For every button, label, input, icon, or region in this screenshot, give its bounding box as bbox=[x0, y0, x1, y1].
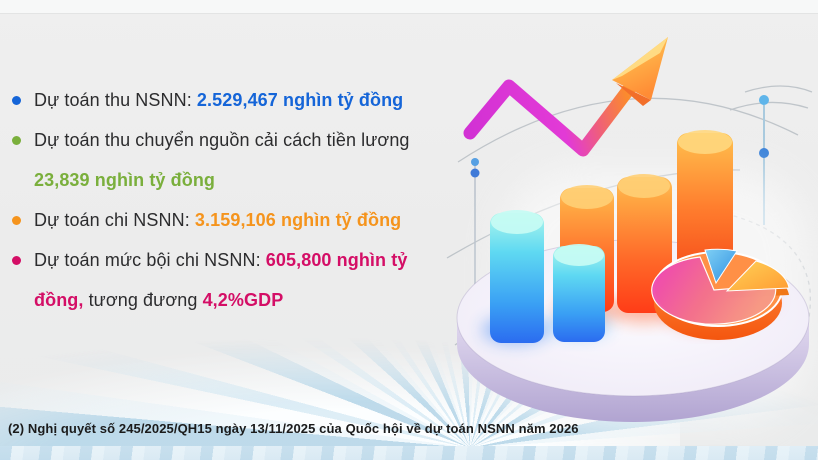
budget-figures-list: Dự toán thu NSNN: 2.529,467 nghìn tỷ đồn… bbox=[10, 80, 442, 320]
item-value: 2.529,467 nghìn tỷ đồng bbox=[196, 90, 404, 110]
trend-arrow-3d-icon bbox=[463, 37, 668, 157]
item-value: 605,800 nghìn tỷ đồng, bbox=[34, 250, 408, 310]
item-value: 3.159,106 nghìn tỷ đồng bbox=[194, 210, 402, 230]
bottom-stripe-decoration bbox=[0, 446, 818, 460]
item-value: 23,839 nghìn tỷ đồng bbox=[34, 170, 216, 190]
pie-chart-3d-icon bbox=[651, 248, 790, 340]
guide-dots-left bbox=[470, 158, 480, 288]
budget-3d-illustration bbox=[446, 37, 813, 425]
item-label: Dự toán mức bội chi NSNN: bbox=[34, 250, 266, 270]
item-label: Dự toán thu NSNN: bbox=[34, 90, 197, 110]
footnote: (2) Nghị quyết số 245/2025/QH15 ngày 13/… bbox=[8, 421, 579, 436]
item-label: Dự toán chi NSNN: bbox=[34, 210, 195, 230]
item-label: tương đương bbox=[83, 290, 203, 310]
top-strip bbox=[0, 0, 818, 14]
item-label: Dự toán thu chuyển nguồn cải cách tiền l… bbox=[34, 130, 410, 150]
list-item-deficit: Dự toán mức bội chi NSNN: 605,800 nghìn … bbox=[10, 240, 442, 320]
item-value-gdp: 4,2%GDP bbox=[202, 290, 284, 310]
bar-chart-3d-icon bbox=[490, 130, 733, 343]
list-item-salary-reform: Dự toán thu chuyển nguồn cải cách tiền l… bbox=[10, 120, 442, 200]
list-item-revenue: Dự toán thu NSNN: 2.529,467 nghìn tỷ đồn… bbox=[10, 80, 442, 120]
list-item-expenditure: Dự toán chi NSNN: 3.159,106 nghìn tỷ đồn… bbox=[10, 200, 442, 240]
